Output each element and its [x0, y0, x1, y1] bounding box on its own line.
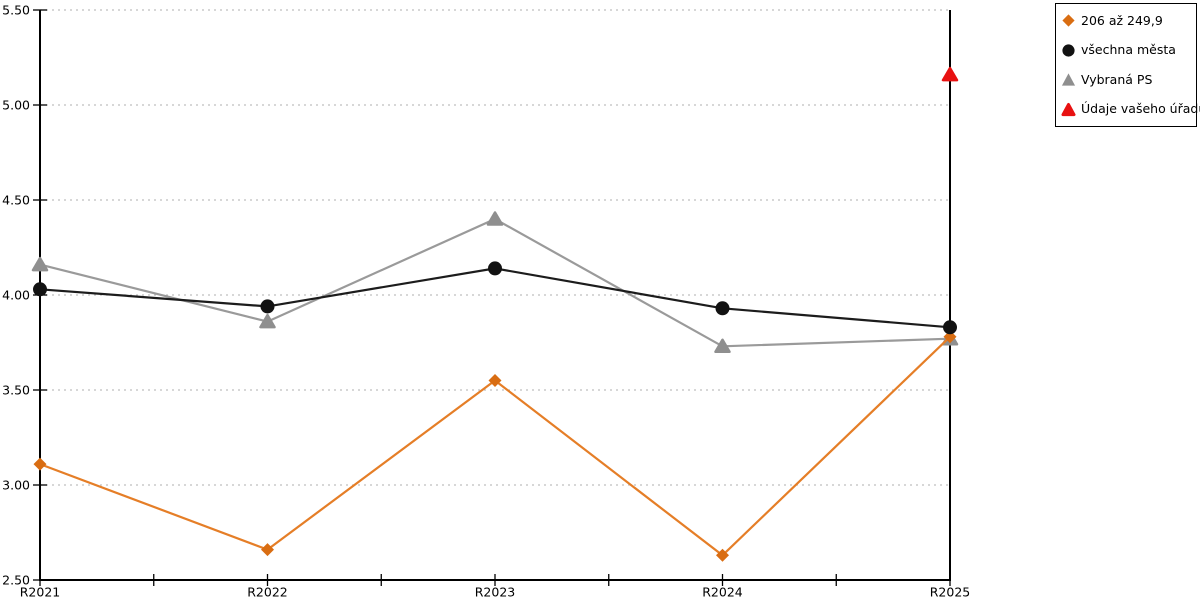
y-tick-label: 2.50	[2, 573, 30, 588]
series-3	[941, 66, 959, 82]
x-tick-label: R2023	[475, 585, 516, 600]
y-tick-label: 3.00	[2, 478, 30, 493]
diamond-icon	[1061, 13, 1076, 28]
y-tick-label: 3.50	[2, 383, 30, 398]
legend-label: 206 až 249,9	[1081, 12, 1163, 28]
series-line-2	[39, 217, 951, 348]
circle-icon	[1061, 43, 1076, 58]
series-1	[33, 261, 957, 335]
data-point-marker-diamond	[33, 457, 47, 471]
red-triangle-icon	[1061, 102, 1076, 117]
x-tick-label: R2024	[702, 585, 743, 600]
legend-item-udaje-vaseho-uradu: Údaje vašeho úřadu	[1061, 102, 1200, 117]
y-tick-label: 5.00	[2, 98, 30, 113]
data-point-marker-circle	[260, 299, 275, 314]
data-point-marker-triangle	[941, 66, 959, 82]
data-point-marker-diamond	[943, 330, 957, 344]
y-tick-label: 4.50	[2, 193, 30, 208]
legend-item-vsechna-mesta: všechna města	[1061, 43, 1196, 58]
data-point-marker-diamond	[488, 374, 502, 387]
x-tick-label: R2022	[247, 585, 288, 600]
series-2	[31, 211, 959, 354]
legend-label: Údaje vašeho úřadu	[1081, 101, 1200, 116]
data-point-marker-diamond	[261, 543, 274, 557]
data-point-marker-circle	[33, 282, 47, 297]
data-point-marker-triangle	[486, 211, 504, 226]
legend-item-206-az-249: 206 až 249,9	[1061, 13, 1196, 28]
legend-item-vybrana-ps: Vybraná PS	[1061, 72, 1196, 87]
series-line-0	[39, 336, 951, 557]
triangle-icon	[1061, 72, 1076, 87]
data-point-marker-circle	[488, 261, 502, 276]
data-point-marker-circle	[715, 301, 730, 316]
data-point-marker-triangle	[31, 256, 49, 272]
y-tick-label: 5.50	[2, 3, 30, 18]
legend: 206 až 249,9 všechna města Vybraná PS Úd…	[1055, 3, 1200, 127]
data-point-marker-circle	[943, 320, 957, 335]
data-point-marker-triangle	[259, 313, 276, 329]
legend-label: všechna města	[1081, 42, 1176, 57]
data-point-marker-diamond	[716, 548, 729, 562]
x-tick-label: R2021	[20, 585, 61, 600]
x-tick-label: R2025	[930, 585, 971, 600]
data-point-marker-triangle	[714, 338, 731, 354]
legend-label: Vybraná PS	[1081, 71, 1153, 87]
y-tick-label: 4.00	[2, 288, 30, 303]
series-0	[33, 330, 957, 562]
